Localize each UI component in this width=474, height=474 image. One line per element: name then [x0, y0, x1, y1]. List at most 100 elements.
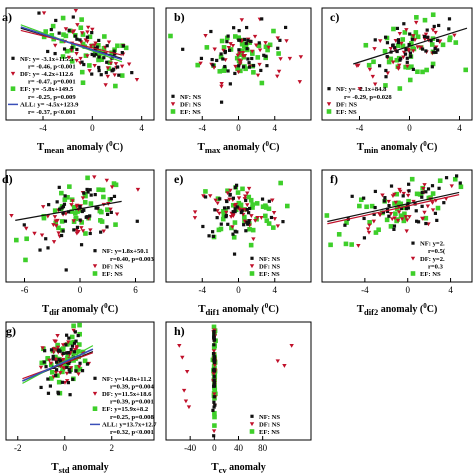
nf-point: [401, 194, 405, 198]
nf-point: [226, 69, 230, 73]
nf-point: [284, 25, 288, 30]
nf-point: [407, 189, 411, 193]
nf-point: [64, 268, 68, 272]
nf-point: [11, 56, 15, 60]
regression-line-nf: [327, 191, 460, 223]
df-point: [372, 82, 378, 87]
df-point: [135, 187, 141, 192]
df-point: [257, 48, 263, 53]
nf-point: [67, 368, 71, 372]
nf-point: [444, 176, 449, 180]
df-point: [395, 218, 401, 223]
ef-point: [231, 235, 237, 240]
ef-point: [234, 55, 240, 61]
nf-point: [112, 49, 116, 53]
legend-entry: EF: NS: [420, 271, 441, 278]
df-point: [367, 223, 372, 228]
ef-point: [413, 30, 419, 35]
nf-point: [72, 228, 76, 232]
nf-point: [85, 187, 89, 192]
df-point: [170, 102, 176, 107]
nf-point: [95, 45, 99, 49]
df-point: [61, 366, 66, 371]
ef-point: [74, 364, 80, 370]
df-point: [388, 212, 394, 216]
df-point: [410, 256, 416, 261]
df-point: [275, 74, 280, 79]
df-point: [399, 217, 405, 222]
df-point: [58, 371, 63, 375]
panel-frame: [5, 7, 155, 121]
nf-point: [71, 355, 75, 359]
nf-point: [233, 185, 237, 190]
df-point: [70, 199, 75, 204]
df-point: [422, 183, 427, 187]
nf-point: [212, 380, 216, 384]
nf-point: [63, 219, 68, 223]
ef-point: [397, 86, 403, 91]
legend-entry: DF: NS: [336, 101, 357, 108]
df-point: [73, 9, 79, 13]
legend-stat: r=0.39, p=0.004: [110, 383, 154, 390]
x-tick-label: 80: [258, 443, 268, 453]
ef-point: [67, 340, 73, 346]
df-point: [275, 224, 281, 229]
df-point: [263, 41, 268, 45]
df-point: [245, 191, 250, 196]
x-tick-label: -40: [184, 443, 196, 453]
nf-point: [411, 67, 415, 71]
nf-point: [212, 367, 216, 371]
nf-point: [49, 348, 54, 352]
nf-point: [73, 34, 77, 38]
nf-point: [259, 68, 263, 73]
ef-point: [65, 195, 70, 200]
ef-point: [336, 232, 342, 237]
df-point: [48, 361, 54, 366]
regression-line-all: [20, 26, 123, 61]
legend-entry: NF: y=14.8x+11.2: [102, 376, 152, 383]
nf-point: [60, 206, 64, 210]
ef-point: [67, 184, 72, 189]
df-point: [411, 49, 416, 53]
df-point: [255, 73, 261, 78]
ef-point: [266, 221, 272, 226]
ef-point: [49, 370, 55, 375]
legend-stat: r=0.40, p=0.003: [110, 256, 154, 263]
legend-entry: NF: y= -2.1x+84.8: [336, 86, 387, 93]
regression-line-nf: [15, 200, 122, 221]
nf-point: [226, 206, 230, 210]
ef-point: [324, 213, 330, 218]
nf-point: [212, 400, 216, 404]
ef-point: [10, 86, 16, 91]
ef-point: [59, 347, 65, 352]
nf-point: [245, 207, 249, 212]
nf-point: [436, 38, 440, 43]
x-tick-label: 40: [234, 443, 244, 453]
df-point: [53, 339, 58, 344]
nf-point: [54, 373, 58, 377]
ef-point: [220, 216, 226, 222]
df-point: [203, 34, 208, 38]
ef-point: [430, 12, 436, 18]
nf-point: [207, 234, 211, 238]
nf-point: [67, 336, 71, 340]
nf-point: [387, 214, 391, 218]
ef-point: [250, 205, 255, 210]
nf-point: [86, 190, 90, 194]
x-tick-label: -4: [199, 123, 207, 133]
ef-point: [221, 213, 227, 218]
ef-point: [263, 205, 269, 210]
ef-point: [386, 59, 392, 65]
legend-stat: r= -0.25, p=0.009: [28, 94, 76, 101]
nf-point: [242, 223, 246, 227]
nf-point: [212, 343, 216, 347]
ef-point: [420, 69, 425, 75]
ef-point: [45, 355, 51, 361]
nf-point: [219, 100, 224, 104]
df-point: [51, 347, 56, 351]
df-point: [177, 344, 182, 348]
legend-entry: EF: NS: [102, 271, 123, 278]
df-point: [399, 41, 404, 46]
nf-point: [22, 223, 26, 227]
